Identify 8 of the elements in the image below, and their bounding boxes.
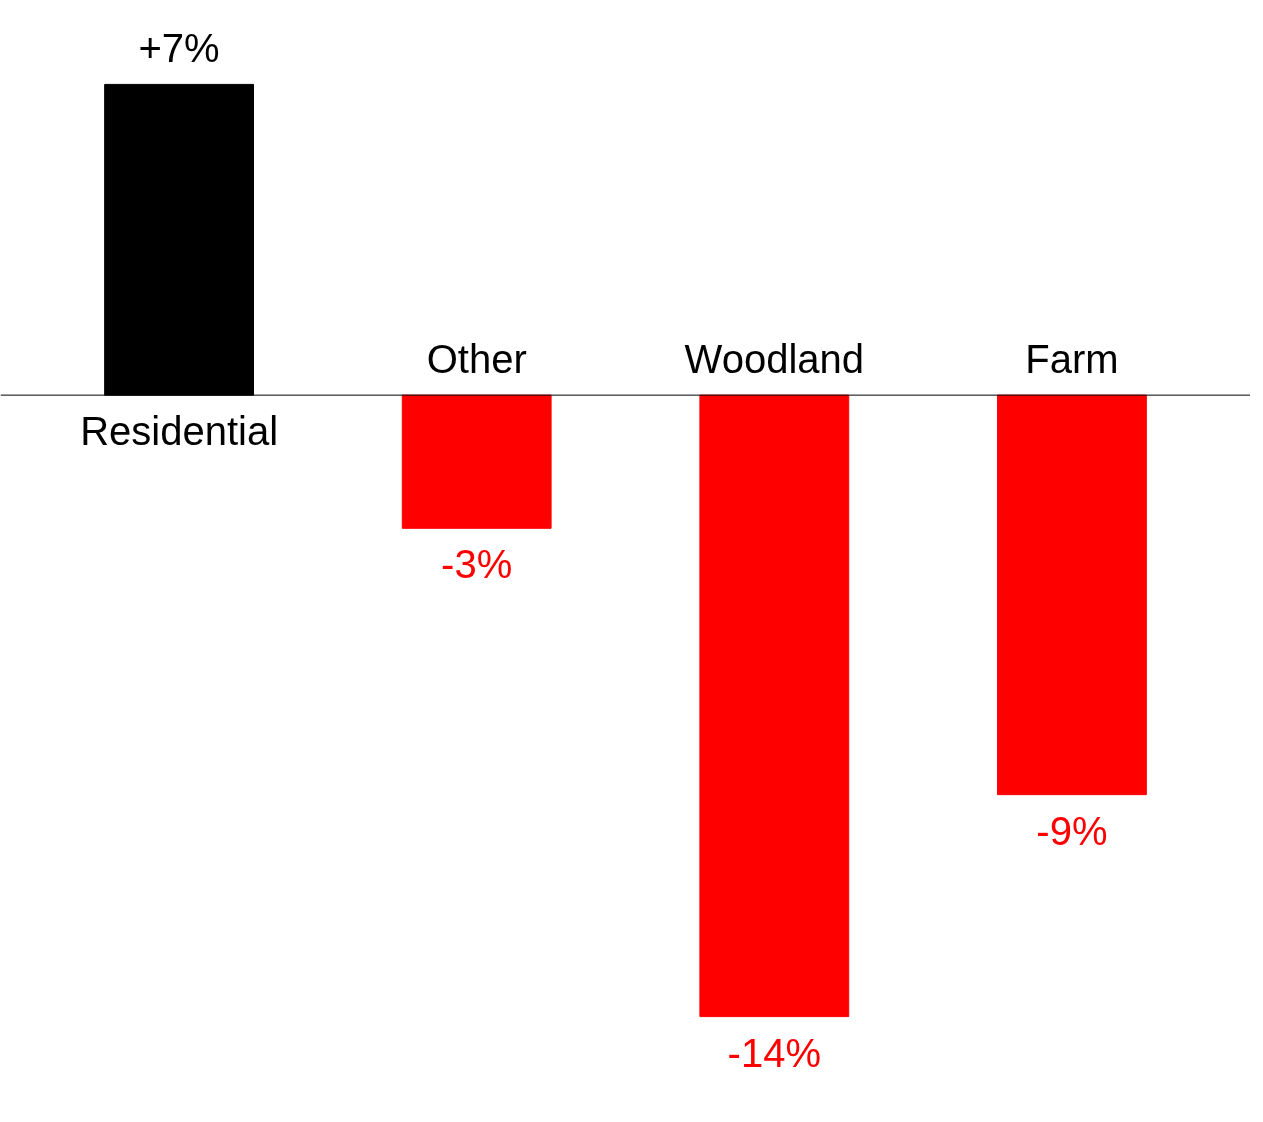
data-label: -3% xyxy=(441,542,513,587)
data-label: +7% xyxy=(138,26,220,71)
data-label: -9% xyxy=(1036,808,1108,853)
x-tick-label: Other xyxy=(426,337,527,382)
data-label: -14% xyxy=(727,1030,822,1075)
x-tick-label: Farm xyxy=(1025,337,1119,382)
x-tick-label: Woodland xyxy=(684,337,865,382)
x-tick-label: Residential xyxy=(80,409,279,454)
